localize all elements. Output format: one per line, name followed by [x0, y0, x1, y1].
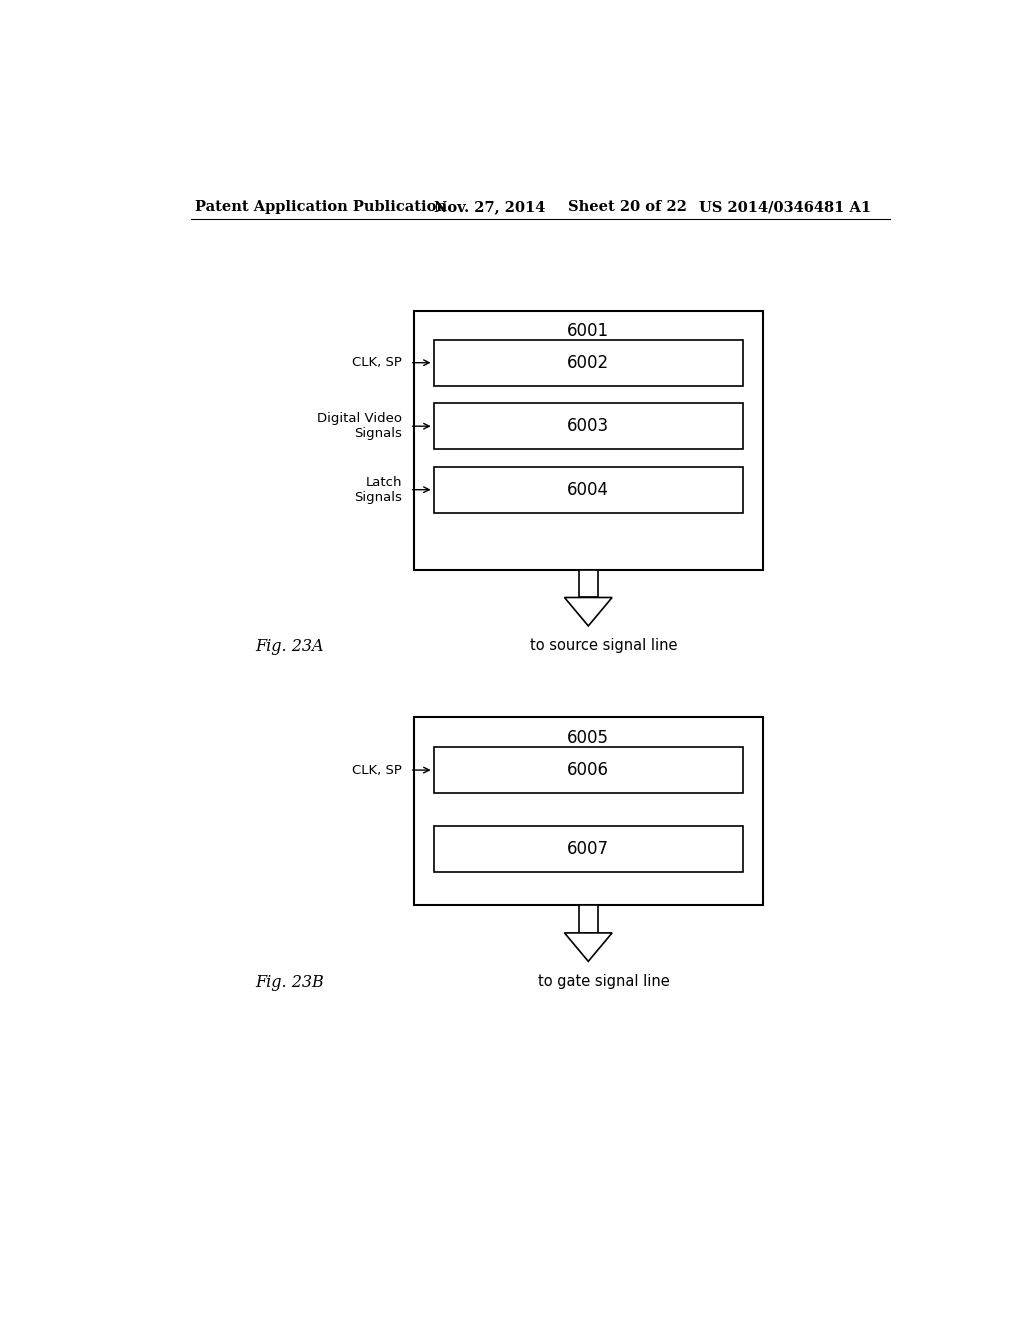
- Text: 6004: 6004: [567, 480, 609, 499]
- Polygon shape: [564, 933, 612, 961]
- Bar: [579, 906, 598, 933]
- Text: Sheet 20 of 22: Sheet 20 of 22: [568, 201, 687, 214]
- Bar: [433, 826, 743, 873]
- Text: 6007: 6007: [567, 840, 609, 858]
- Text: 6001: 6001: [567, 322, 609, 341]
- Text: to source signal line: to source signal line: [530, 638, 678, 653]
- Bar: [433, 467, 743, 512]
- Text: 6002: 6002: [567, 354, 609, 372]
- Bar: [433, 747, 743, 793]
- Text: 6005: 6005: [567, 729, 609, 747]
- Bar: [414, 312, 763, 570]
- Text: Fig. 23A: Fig. 23A: [255, 638, 324, 655]
- Bar: [579, 570, 598, 598]
- Bar: [433, 404, 743, 449]
- Text: Nov. 27, 2014: Nov. 27, 2014: [433, 201, 545, 214]
- Text: US 2014/0346481 A1: US 2014/0346481 A1: [699, 201, 871, 214]
- Bar: [433, 339, 743, 385]
- Text: 6003: 6003: [567, 417, 609, 436]
- Bar: [414, 718, 763, 906]
- Text: Latch
Signals: Latch Signals: [354, 475, 401, 504]
- Polygon shape: [564, 598, 612, 626]
- Text: Fig. 23B: Fig. 23B: [255, 974, 324, 990]
- Text: 6006: 6006: [567, 762, 609, 779]
- Text: CLK, SP: CLK, SP: [352, 356, 401, 370]
- Text: Digital Video
Signals: Digital Video Signals: [316, 412, 401, 440]
- Text: CLK, SP: CLK, SP: [352, 763, 401, 776]
- Text: to gate signal line: to gate signal line: [539, 974, 670, 989]
- Text: Patent Application Publication: Patent Application Publication: [196, 201, 447, 214]
